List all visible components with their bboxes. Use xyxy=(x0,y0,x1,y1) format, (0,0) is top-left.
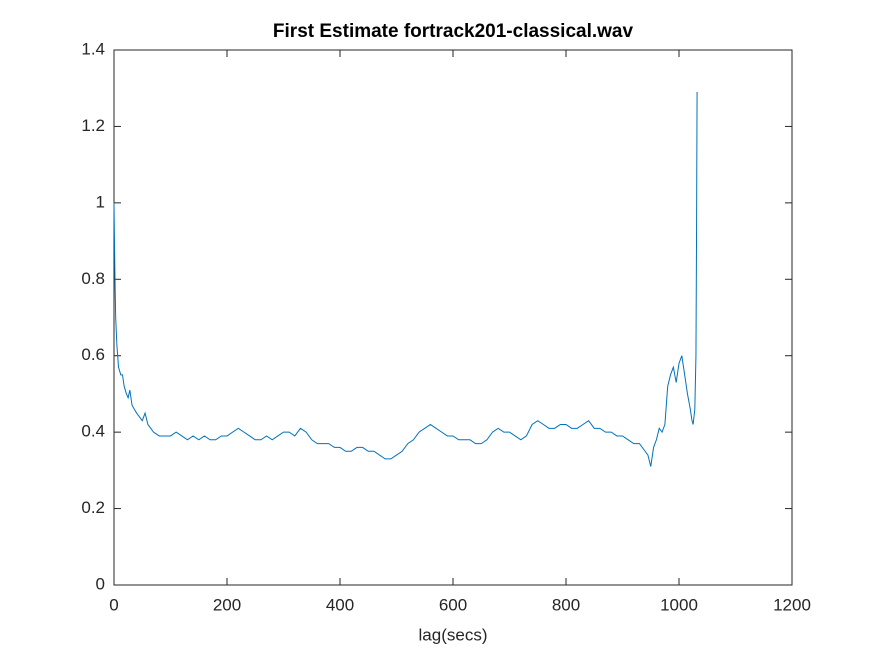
x-tick-label: 800 xyxy=(552,595,580,614)
x-tick-label: 0 xyxy=(109,595,118,614)
y-tick-label: 0.6 xyxy=(81,345,105,364)
y-tick-label: 1 xyxy=(96,192,105,211)
y-tick-label: 0 xyxy=(96,574,105,593)
x-tick-label: 1200 xyxy=(773,595,811,614)
chart-title: First Estimate fortrack201-classical.wav xyxy=(273,21,634,42)
x-tick-label: 1000 xyxy=(660,595,698,614)
x-tick-label: 400 xyxy=(326,595,354,614)
x-axis-label: lag(secs) xyxy=(419,625,488,644)
y-tick-label: 0.4 xyxy=(81,422,105,441)
y-tick-label: 0.8 xyxy=(81,269,105,288)
y-tick-label: 1.4 xyxy=(81,39,105,58)
data-line xyxy=(113,92,698,467)
y-tick-label: 0.2 xyxy=(81,498,105,517)
x-tick-label: 200 xyxy=(213,595,241,614)
axes-box xyxy=(113,49,793,586)
x-tick-label: 600 xyxy=(439,595,467,614)
y-tick-label: 1.2 xyxy=(81,116,105,135)
